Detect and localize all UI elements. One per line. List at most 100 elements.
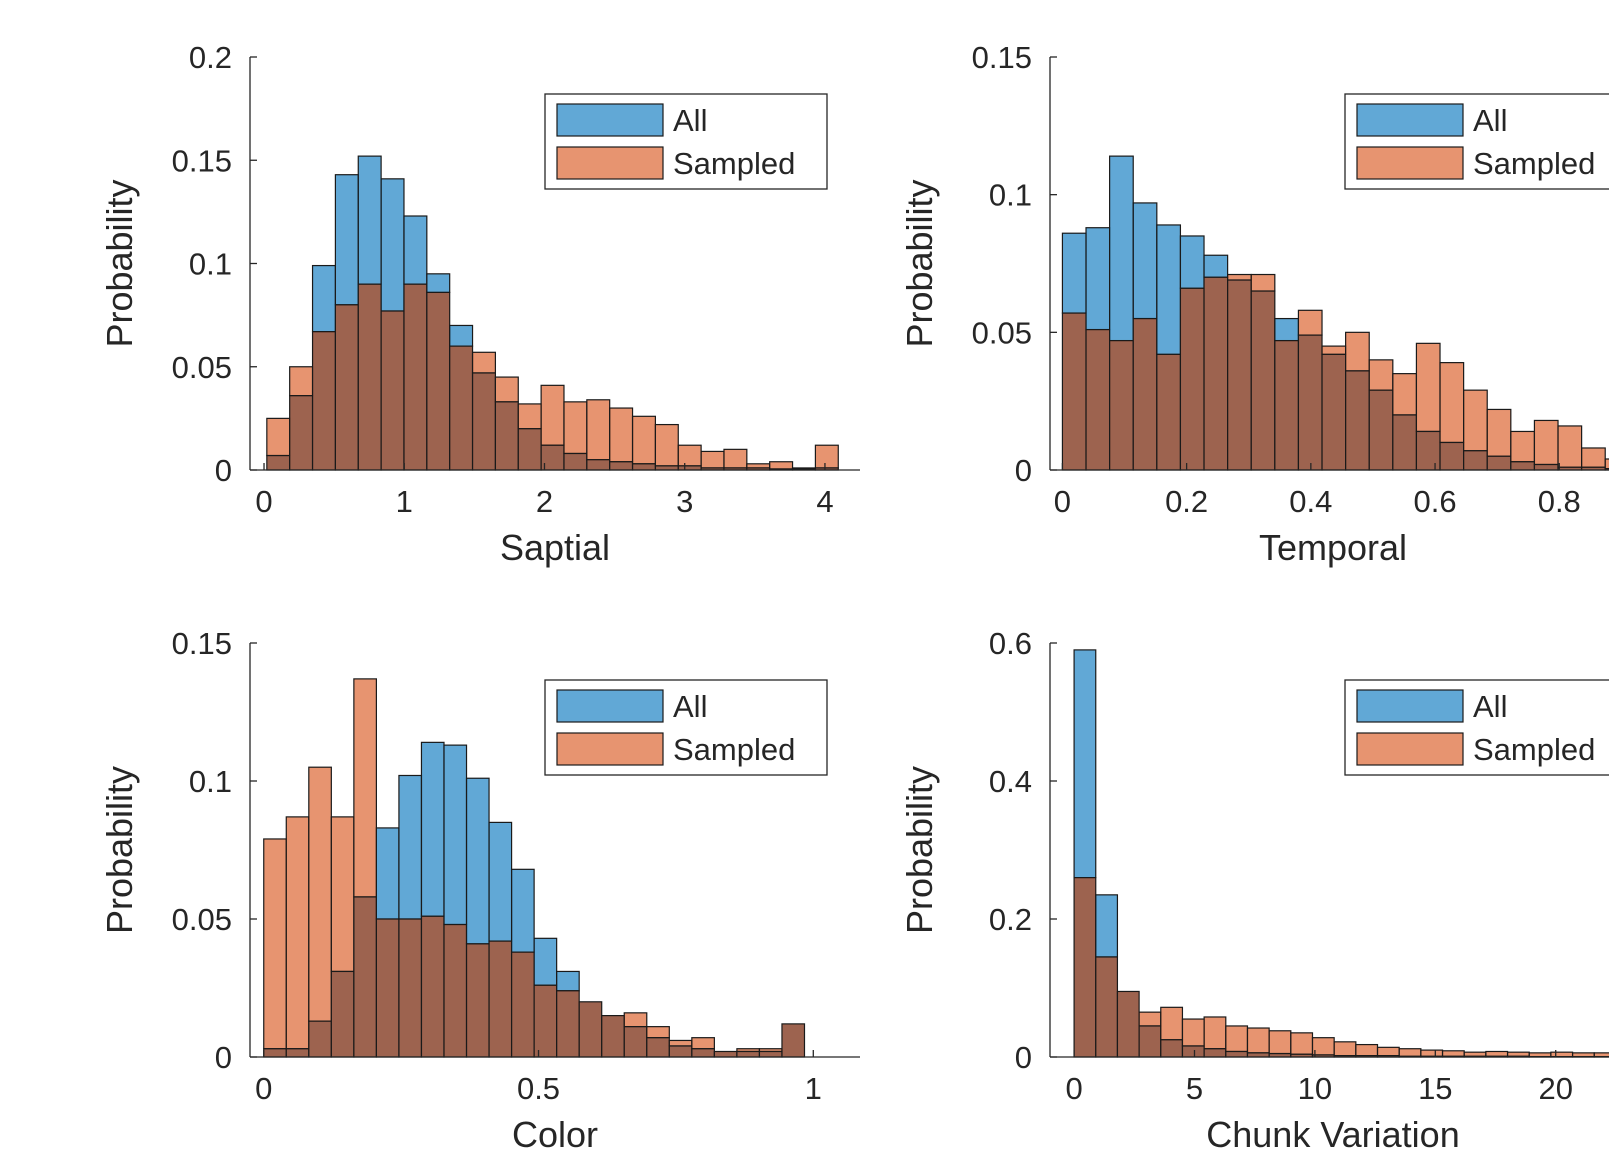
bar-sampled [465,943,490,1058]
bar-sampled [266,417,291,457]
chart-panel-1: 0 0.05 0.1 0.15 0.2 0 1 2 3 4 Saptial Probability Al… [99,40,860,568]
legend-swatch-all [556,689,664,723]
bar-sampled [1290,1032,1314,1055]
bar-sampled [601,1014,625,1058]
bar-sampled [586,399,611,461]
bar-all [758,1050,783,1058]
bar-all [1368,389,1394,471]
bar-all [1203,1048,1227,1058]
bar-all [311,264,337,333]
bar-all [736,1050,761,1058]
bar-sampled [1246,1027,1270,1054]
bar-all [1439,441,1465,471]
bar-all [691,1048,715,1058]
bar-all [623,1026,648,1058]
bar-sampled [263,838,287,1050]
y-axis-label: Probability [99,179,140,347]
bar-sampled [1250,273,1276,292]
bar-sampled [330,816,355,973]
bar-sampled [1415,342,1441,433]
y-axis-label: Probability [99,766,140,934]
x-tick-label: 0 [255,484,272,519]
bar-all [426,273,451,294]
x-axis-label: Saptial [500,527,610,568]
bar-sampled [471,351,497,374]
x-tick-label: 0.5 [517,1071,560,1106]
bar-all [563,452,588,471]
bar-sampled [420,915,445,1058]
y-tick-label: 0 [215,453,232,488]
bar-sampled [285,816,310,1050]
bar-sampled [398,918,423,1058]
bar-sampled [1463,389,1488,452]
bar-all [398,774,423,920]
bar-sampled [540,384,565,446]
bar-sampled [375,918,400,1058]
bar-sampled [488,940,513,1058]
bar-all [1227,279,1252,471]
x-tick-label: 0 [1065,1071,1082,1106]
bar-all [471,372,497,471]
bar-sampled [677,444,702,467]
bar-sampled [380,310,405,471]
x-tick-label: 15 [1418,1071,1452,1106]
bar-sampled [1138,1011,1162,1027]
y-tick-label: 0.05 [172,350,232,385]
bar-all [1073,649,1097,879]
bar-sampled [1463,1051,1487,1057]
x-tick-label: 20 [1538,1071,1572,1106]
bar-sampled [510,951,535,1058]
legend-swatch-all [1356,689,1464,723]
bar-all [533,937,558,986]
bar-sampled [1557,425,1583,468]
bar-sampled [1073,876,1097,1058]
bar-all [334,174,359,306]
bar-all [465,777,490,945]
bar-sampled [1160,1006,1184,1041]
bar-all [380,178,405,312]
x-tick-label: 0.8 [1538,484,1581,519]
bar-all [1138,1025,1162,1058]
bar-all [556,970,580,992]
bar-all [631,463,657,471]
y-tick-label: 0.2 [189,40,232,75]
y-tick-label: 0.15 [172,143,232,178]
bar-sampled [1398,1048,1422,1057]
bar-sampled [723,448,748,469]
bar-sampled [746,463,771,469]
y-tick-label: 0.05 [972,315,1032,350]
legend-label-sampled: Sampled [673,732,795,767]
legend: All Sampled [1344,679,1609,776]
x-tick-label: 0 [255,1071,272,1106]
bar-sampled [426,291,451,471]
y-tick-label: 0 [215,1040,232,1075]
legend-swatch-sampled [556,732,664,766]
bar-sampled [353,678,377,898]
y-axis-label: Probability [899,766,940,934]
bar-sampled [1510,430,1536,463]
y-tick-label: 0.1 [189,764,232,799]
bar-all [1297,334,1323,471]
y-tick-label: 0.1 [989,178,1032,213]
legend-label-sampled: Sampled [673,146,795,181]
chart-panel-4: 0 0.2 0.4 0.6 0 5 10 15 20 Chunk Variation Probabi… [899,626,1609,1155]
bar-sampled [668,1039,693,1047]
bar-all [1604,468,1609,471]
bar-all [646,1037,670,1058]
x-axis-label: Chunk Variation [1206,1114,1459,1155]
bar-sampled [1132,317,1158,471]
bar-sampled [517,403,542,430]
bar-sampled [1085,328,1111,471]
bar-sampled [781,1023,806,1058]
legend-swatch-all [556,103,664,137]
y-axis-label: Probability [899,179,940,347]
bar-all [1250,290,1276,471]
bar-sampled [1376,1046,1400,1057]
bar-all [449,324,474,347]
legend-swatch-sampled [1356,146,1464,180]
bar-sampled [1203,276,1229,471]
legend-label-all: All [1473,689,1507,724]
bar-sampled [443,923,468,1058]
bar-all [517,428,542,471]
x-tick-label: 4 [816,484,833,519]
